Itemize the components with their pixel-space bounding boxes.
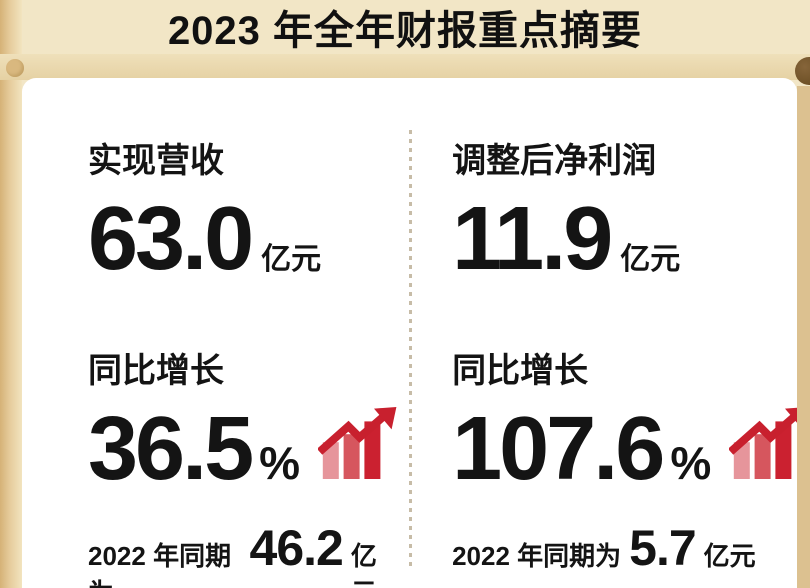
- scroll-left-edge: [0, 0, 22, 588]
- scroll-left-knob: [6, 59, 24, 77]
- profit-compare-prefix: 2022 年同期为: [452, 541, 622, 572]
- content-card: 实现营收 63.0 亿元 同比增长 36.5 %: [22, 78, 808, 588]
- revenue-unit: 亿元: [261, 243, 322, 277]
- profit-growth-label: 同比增长: [452, 352, 589, 391]
- scroll-rod-band: [0, 54, 810, 80]
- revenue-label: 实现营收: [88, 142, 224, 180]
- profit-value-row: 11.9 亿元: [452, 189, 809, 290]
- revenue-value: 63.0: [88, 189, 254, 290]
- revenue-value-row: 63.0 亿元: [88, 189, 398, 290]
- revenue-compare-row: 2022 年同期为 46.2 亿元: [88, 520, 398, 588]
- revenue-column: 实现营收 63.0 亿元 同比增长 36.5 %: [22, 78, 398, 588]
- dashed-divider: [408, 130, 412, 568]
- profit-value: 11.9: [452, 189, 613, 290]
- revenue-compare-prefix: 2022 年同期为: [88, 541, 232, 588]
- profit-unit: 亿元: [620, 243, 681, 277]
- profit-compare-value: 5.7: [629, 520, 697, 577]
- revenue-growth-value: 36.5: [88, 399, 254, 500]
- profit-column: 调整后净利润 11.9 亿元 同比增长 107.6 %: [398, 78, 809, 588]
- revenue-growth-row: 36.5 %: [88, 399, 398, 500]
- revenue-growth-label: 同比增长: [88, 352, 224, 391]
- profit-label: 调整后净利润: [452, 142, 657, 180]
- revenue-growth-unit: %: [259, 437, 301, 490]
- revenue-compare-unit: 亿元: [350, 541, 377, 588]
- trend-up-bars-icon: [729, 407, 809, 480]
- revenue-compare-value: 46.2: [249, 520, 344, 577]
- scroll-right-edge: [797, 86, 810, 588]
- scroll-right-knob: [795, 57, 810, 85]
- profit-growth-unit: %: [670, 437, 712, 490]
- profit-growth-value: 107.6: [452, 399, 665, 500]
- profit-growth-row: 107.6 %: [452, 399, 809, 500]
- stat-columns: 实现营收 63.0 亿元 同比增长 36.5 %: [22, 78, 808, 588]
- profit-compare-unit: 亿元: [703, 541, 756, 572]
- profit-compare-row: 2022 年同期为 5.7 亿元: [452, 520, 809, 577]
- trend-up-bars-icon: [318, 407, 398, 480]
- page-title: 2023 年全年财报重点摘要: [167, 9, 643, 53]
